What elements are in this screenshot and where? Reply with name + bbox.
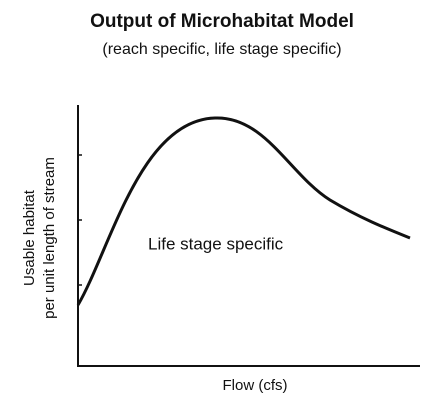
curve-annotation: Life stage specific [148,234,284,253]
y-axis-label: per unit length of stream [41,157,58,319]
habitat-curve [76,116,411,306]
chart-subtitle: (reach specific, life stage specific) [102,41,341,58]
y-axis-label: Usable habitat [21,189,38,286]
chart-title: Output of Microhabitat Model [90,11,354,32]
x-axis-label: Flow (cfs) [223,377,288,394]
